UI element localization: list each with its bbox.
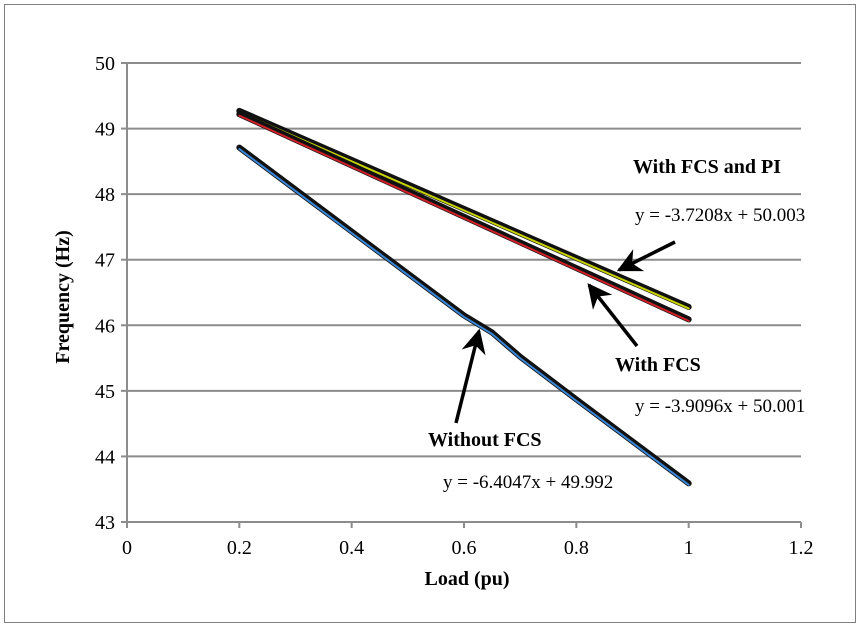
arrow-with-fcs (587, 283, 639, 348)
series-line-with-fcs-and-pi (238, 111, 690, 310)
label-with-fcs-and-pi: With FCS and PI (633, 156, 781, 178)
series-line-without-fcs (238, 148, 690, 486)
label-with-fcs: With FCS (615, 354, 701, 376)
x-tick-label: 0.2 (227, 537, 252, 559)
y-tick-label: 44 (95, 446, 115, 468)
y-axis-title: Frequency (Hz) (52, 230, 74, 364)
y-tick-label: 47 (95, 250, 115, 272)
y-tick-label: 50 (95, 53, 115, 75)
series-outline-with-fcs (236, 111, 692, 323)
x-tick-label: 1 (684, 537, 694, 559)
chart: 43 44 45 46 47 48 49 50 0 0.2 0.4 0.6 0.8 1 1.2 With F… (52, 53, 814, 590)
y-tick-label: 49 (95, 119, 115, 141)
y-tick-label: 46 (95, 315, 115, 337)
y-tick-label: 45 (95, 381, 115, 403)
equation-with-fcs-and-pi: y = -3.7208x + 50.003 (635, 205, 805, 226)
x-axis-title: Load (pu) (424, 568, 509, 590)
y-tick-label: 43 (95, 512, 115, 534)
label-without-fcs: Without FCS (428, 429, 542, 451)
x-tick-label: 0.8 (564, 537, 589, 559)
x-tick-label: 0.6 (452, 537, 477, 559)
chart-frame: 43 44 45 46 47 48 49 50 0 0.2 0.4 0.6 0.8 1 1.2 With F… (4, 4, 856, 623)
equation-without-fcs: y = -6.4047x + 49.992 (443, 472, 613, 493)
x-tick-label: 1.2 (789, 537, 814, 559)
arrow-with-fcs-and-pi (616, 240, 676, 272)
y-tick-label: 48 (95, 184, 115, 206)
equation-with-fcs: y = -3.9096x + 50.001 (635, 396, 805, 417)
series-outline-without-fcs (236, 144, 692, 487)
x-tick-label: 0 (122, 537, 132, 559)
series-line-with-fcs (238, 114, 690, 322)
arrow-without-fcs (454, 328, 486, 424)
x-tick-label: 0.4 (339, 537, 364, 559)
series-outline-with-fcs-and-pi (236, 107, 692, 310)
